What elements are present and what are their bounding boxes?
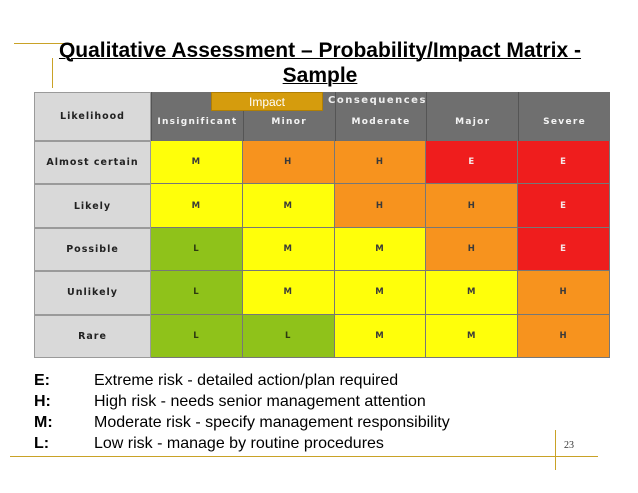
likelihood-row-header: Almost certain [34, 141, 151, 185]
slide-title: Qualitative Assessment – Probability/Imp… [25, 38, 615, 88]
risk-rating-cell: M [334, 227, 427, 272]
risk-rating-cell: H [334, 141, 427, 185]
risk-rating-cell: E [518, 141, 610, 185]
risk-legend: E: Extreme risk - detailed action/plan r… [34, 370, 450, 454]
risk-rating-cell: H [518, 271, 610, 315]
risk-rating-cell: M [426, 314, 519, 358]
impact-label: Impact [211, 92, 323, 111]
page-number: 23 [564, 440, 574, 451]
legend-text: Extreme risk - detailed action/plan requ… [94, 372, 399, 389]
risk-rating-cell: H [242, 141, 335, 185]
risk-rating-cell: M [151, 141, 243, 185]
risk-rating-cell: M [151, 184, 243, 228]
risk-rating-cell: H [334, 184, 427, 228]
risk-rating-cell: M [426, 271, 519, 315]
risk-rating-cell: M [334, 314, 427, 358]
decorative-horizontal-line [10, 456, 598, 457]
impact-column-header: Severe [518, 92, 610, 141]
risk-rating-cell: M [242, 271, 335, 315]
risk-rating-cell: M [242, 227, 335, 272]
impact-column-header: Insignificant [151, 92, 243, 141]
decorative-vertical-line [555, 430, 556, 470]
risk-rating-cell: E [518, 184, 610, 228]
risk-rating-cell: L [151, 271, 243, 315]
probability-impact-matrix: Likelihood Insignificant Minor Moderate Majo… [34, 92, 610, 358]
consequences-label: Consequences [328, 95, 427, 106]
risk-rating-cell: L [151, 227, 243, 272]
risk-rating-cell: H [426, 227, 519, 272]
legend-code: E: [34, 372, 50, 389]
impact-column-header: Major [426, 92, 519, 141]
likelihood-row-header: Rare [34, 314, 151, 358]
legend-text: High risk - needs senior management atte… [94, 393, 426, 410]
risk-rating-cell: H [426, 184, 519, 228]
likelihood-row-header: Unlikely [34, 271, 151, 315]
title-line-1: Qualitative Assessment – Probability/Imp… [58, 39, 582, 62]
risk-rating-cell: E [518, 227, 610, 272]
decorative-horizontal-line [14, 43, 72, 44]
risk-rating-cell: M [242, 184, 335, 228]
legend-text: Low risk - manage by routine procedures [94, 435, 384, 452]
legend-text: Moderate risk - specify management respo… [94, 414, 450, 431]
legend-code: H: [34, 393, 51, 410]
risk-rating-cell: H [518, 314, 610, 358]
impact-column-header: Moderate [334, 92, 427, 141]
legend-item-extreme: E: Extreme risk - detailed action/plan r… [34, 370, 450, 391]
risk-rating-cell: L [242, 314, 335, 358]
risk-rating-cell: M [334, 271, 427, 315]
risk-rating-cell: L [151, 314, 243, 358]
title-line-2: Sample [282, 64, 358, 87]
legend-item-moderate: M: Moderate risk - specify management re… [34, 412, 450, 433]
legend-code: M: [34, 414, 53, 431]
risk-rating-cell: E [426, 141, 519, 185]
legend-item-high: H: High risk - needs senior management a… [34, 391, 450, 412]
likelihood-header: Likelihood [34, 92, 151, 141]
likelihood-row-header: Likely [34, 184, 151, 228]
decorative-vertical-line [52, 58, 53, 88]
legend-item-low: L: Low risk - manage by routine procedur… [34, 433, 450, 454]
legend-code: L: [34, 435, 50, 452]
likelihood-row-header: Possible [34, 227, 151, 272]
